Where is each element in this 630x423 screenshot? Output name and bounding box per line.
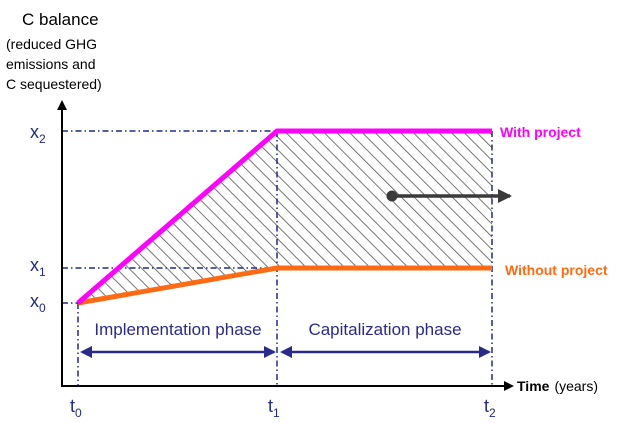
y-tick-x1-main: x — [30, 255, 39, 275]
y-axis-title-line-4: C sequestered) — [6, 76, 102, 92]
y-tick-x2: x2 — [30, 122, 46, 146]
y-tick-x0-main: x — [30, 291, 39, 311]
x-tick-t0-main: t — [70, 396, 75, 416]
y-tick-x1-sub: 1 — [39, 265, 46, 279]
x-tick-t2-sub: 2 — [489, 406, 496, 420]
with-project-label: With project — [500, 124, 581, 140]
capitalization-phase-label: Capitalization phase — [308, 320, 461, 339]
x-axis-title-unit: (years) — [554, 378, 598, 394]
x-tick-t0: t0 — [70, 396, 82, 420]
y-tick-x2-sub: 2 — [39, 132, 46, 146]
y-axis-title-line-2: (reduced GHG — [6, 36, 97, 52]
guide-lines — [62, 130, 493, 386]
x-tick-t2-main: t — [484, 396, 489, 416]
y-axis-title: C balance (reduced GHG emissions and C s… — [6, 10, 102, 92]
without-project-label: Without project — [505, 262, 608, 278]
without-project-line — [77, 265, 492, 306]
x-axis-title: Time (years) — [517, 378, 598, 394]
y-axis-title-line-1: C balance — [22, 10, 99, 29]
x-axis-title-main: Time — [517, 378, 550, 394]
x-tick-t0-sub: 0 — [75, 406, 82, 420]
x-tick-t2: t2 — [484, 396, 496, 420]
y-tick-x1: x1 — [30, 255, 46, 279]
y-axis-title-line-3: emissions and — [6, 56, 96, 72]
x-tick-t1: t1 — [268, 396, 280, 420]
x-tick-t1-main: t — [268, 396, 273, 416]
y-tick-x2-main: x — [30, 122, 39, 142]
y-tick-x0-sub: 0 — [39, 301, 46, 315]
x-tick-t1-sub: 1 — [273, 406, 280, 420]
hatched-gain-area — [78, 131, 492, 303]
with-project-line — [76, 128, 492, 305]
implementation-phase-label: Implementation phase — [94, 320, 261, 339]
y-tick-x0: x0 — [30, 291, 46, 315]
